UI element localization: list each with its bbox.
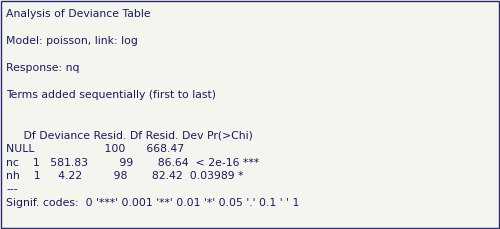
Text: Terms added sequentially (first to last): Terms added sequentially (first to last) <box>6 90 216 100</box>
Text: NULL                    100      668.47: NULL 100 668.47 <box>6 144 233 154</box>
Text: Df Deviance Resid. Df Resid. Dev Pr(>Chi): Df Deviance Resid. Df Resid. Dev Pr(>Chi… <box>6 131 274 141</box>
Text: Analysis of Deviance Table: Analysis of Deviance Table <box>6 9 150 19</box>
Text: Response: nq: Response: nq <box>6 63 80 73</box>
Text: Model: poisson, link: log: Model: poisson, link: log <box>6 36 138 46</box>
Text: ---: --- <box>6 185 18 194</box>
Text: Signif. codes:  0 '***' 0.001 '**' 0.01 '*' 0.05 '.' 0.1 ' ' 1: Signif. codes: 0 '***' 0.001 '**' 0.01 '… <box>6 198 300 208</box>
Text: nc    1   581.83         99       86.64  < 2e-16 ***: nc 1 581.83 99 86.64 < 2e-16 *** <box>6 158 259 167</box>
Text: nh    1     4.22         98       82.42  0.03989 *: nh 1 4.22 98 82.42 0.03989 * <box>6 171 250 181</box>
